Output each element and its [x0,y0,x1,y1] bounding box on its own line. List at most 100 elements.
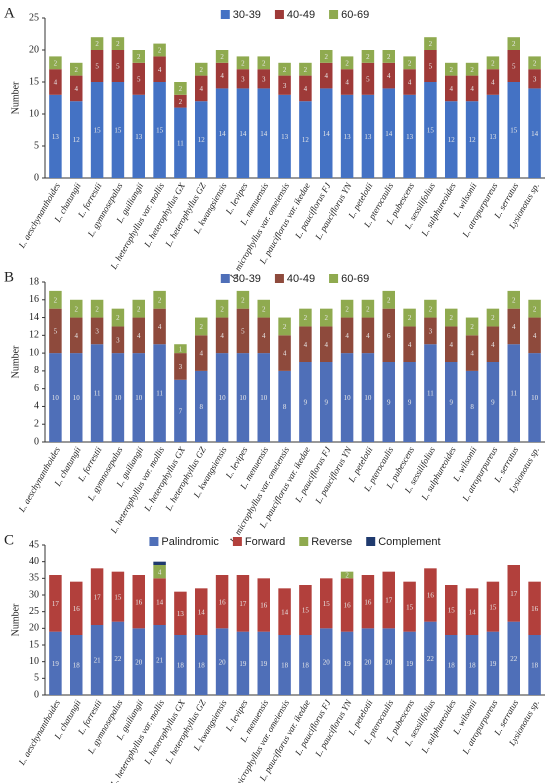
bar-segment [528,635,541,695]
value-label: 19 [239,660,247,668]
bar-segment [299,62,312,76]
value-label: 2 [158,296,162,304]
bar-segment [465,588,479,635]
bar-segment [111,621,125,695]
value-label: 2 [429,40,433,48]
bar-segment [299,585,312,635]
bar-segment [465,75,479,102]
value-label: 15 [448,607,456,615]
bar-segment [132,299,145,318]
bar-segment [70,75,83,102]
value-label: 2 [345,305,349,313]
value-label: 2 [220,53,224,61]
bar-segment [299,635,312,695]
value-label: 20 [323,658,331,666]
value-label: 2 [470,66,474,74]
bar-segment [236,69,250,89]
bar-segment [236,575,250,632]
bar-segment [278,588,291,635]
value-label: 20 [135,658,143,666]
value-label: 2 [533,59,537,67]
value-label: 2 [95,40,99,48]
value-label: 4 [387,72,391,80]
bar-segment [424,568,437,622]
legend-label: Complement [378,536,440,548]
bar-segment [528,299,541,318]
bar-segment [528,69,541,89]
bar-segment [320,50,333,63]
bar-segment [153,561,166,565]
bar-segment [382,62,395,89]
value-label: 17 [385,597,393,605]
bar-segment [445,585,458,635]
value-label: 4 [75,332,79,340]
value-label: 18 [198,662,206,670]
value-label: 3 [262,75,266,83]
legend-label: 60-69 [341,9,369,21]
bar-segment [257,631,270,695]
bar-segment [195,317,208,336]
bar-segment [70,635,83,695]
value-label: 9 [491,399,495,407]
legend-label: 40-49 [287,9,315,21]
y-tick-label: 25 [29,12,39,23]
y-tick-label: 5 [34,140,39,151]
bar-segment [153,43,166,57]
bar-segment [320,308,333,327]
bar-segment [340,299,354,318]
value-label: 9 [325,399,329,407]
bar-segment [195,62,208,76]
bar-segment [174,353,187,380]
value-label: 6 [387,332,391,340]
bar-segment [195,370,208,442]
legend-swatch [366,537,376,546]
bar-segment [215,62,229,89]
bar-segment [132,50,145,63]
bar-segment [528,581,541,635]
bar-segment [278,635,291,695]
bar-segment [299,308,312,327]
bar-segment [445,101,458,178]
bar-segment [424,37,437,50]
value-label: 2 [491,314,495,322]
bar-segment [49,94,62,178]
value-label: 4 [470,85,474,93]
bar-segment [174,591,187,635]
bar-segment [70,353,83,442]
bar-segment [278,335,291,371]
bar-segment [70,317,83,354]
y-tick-label: 45 [29,539,39,550]
bar-segment [195,588,208,635]
bar-segment [236,308,250,354]
bar-segment [361,575,375,629]
value-label: 2 [179,98,183,106]
y-axis-label: Number [10,81,21,114]
value-label: 16 [219,598,227,606]
value-label: 3 [241,75,245,83]
value-label: 2 [116,314,120,322]
bar-segment [340,578,354,632]
value-label: 22 [114,655,122,663]
value-label: 10 [344,394,352,402]
value-label: 13 [489,133,497,141]
bar-segment [507,565,520,622]
value-label: 14 [219,130,227,138]
legend-swatch [220,10,230,19]
value-label: 15 [156,127,164,135]
bar-segment [174,344,187,354]
value-label: 14 [281,608,289,616]
value-label: 4 [262,332,266,340]
value-label: 2 [75,305,79,313]
bar-segment [257,56,270,70]
y-tick-label: 16 [29,294,39,305]
legend-label: Palindromic [161,536,219,548]
bar-segment [507,82,520,178]
value-label: 2 [325,53,329,61]
value-label: 12 [448,136,456,144]
bar-segment [132,62,145,95]
value-label: 15 [489,603,497,611]
bar-segment [153,625,166,695]
bar-segment [70,299,83,318]
legend-swatch [329,10,339,19]
